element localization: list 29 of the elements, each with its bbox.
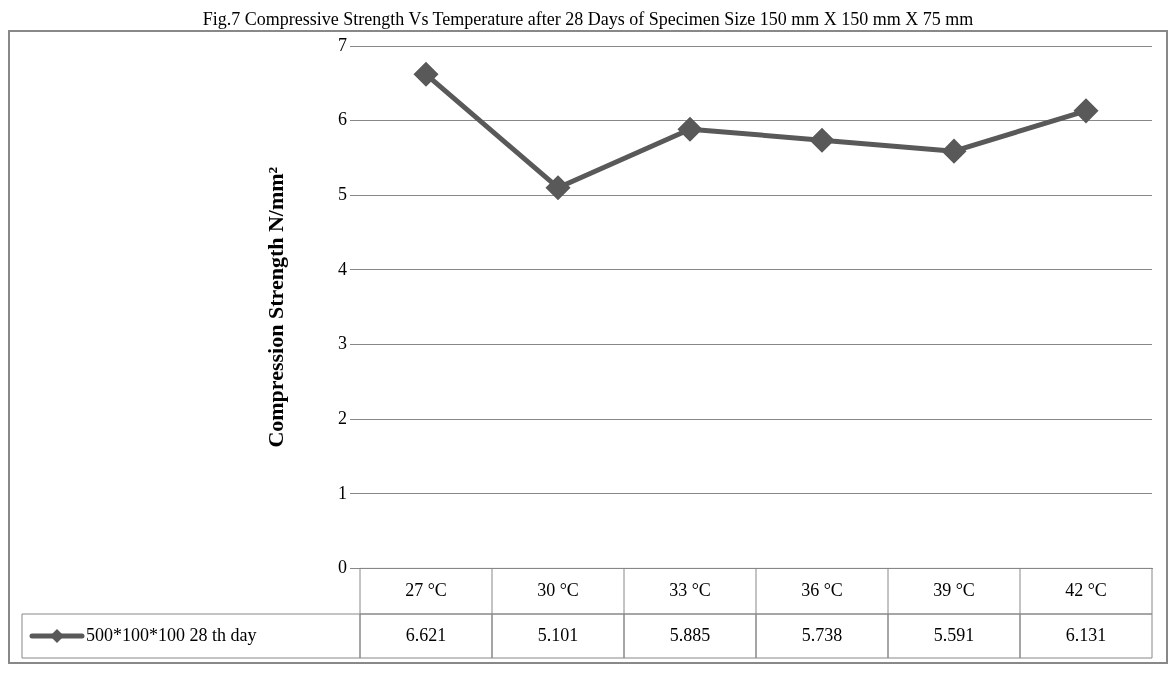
y-tick-label: 6 xyxy=(338,109,347,130)
y-axis-title: Compression Strength N/mm² xyxy=(262,166,288,448)
x-tick-label: 33 °C xyxy=(669,579,711,600)
data-label: 6.131 xyxy=(1065,624,1107,645)
point xyxy=(942,139,966,163)
x-tick-label: 36 °C xyxy=(801,579,843,600)
y-tick-label: 4 xyxy=(338,258,347,279)
y-tick-label: 2 xyxy=(338,407,347,428)
point xyxy=(678,117,702,141)
data-label: 5.738 xyxy=(801,624,843,645)
y-tick-label: 3 xyxy=(338,333,347,354)
y-tick-label: 5 xyxy=(338,183,347,204)
data-label: 5.885 xyxy=(669,624,711,645)
x-tick-label: 39 °C xyxy=(933,579,975,600)
x-tick-label: 30 °C xyxy=(537,579,579,600)
point xyxy=(1074,99,1098,123)
x-tick-label: 27 °C xyxy=(405,579,447,600)
data-label: 5.591 xyxy=(933,624,975,645)
chart-title: Fig.7 Compressive Strength Vs Temperature after 28 Days of Specimen Size 150 mm X 150 mm X 75 mm xyxy=(201,8,975,30)
y-tick-label: 7 xyxy=(338,34,347,55)
data-label: 6.621 xyxy=(405,624,447,645)
y-tick-label: 1 xyxy=(338,482,347,503)
point xyxy=(414,62,438,86)
legend-label: 500*100*100 28 th day xyxy=(86,624,257,645)
point xyxy=(810,128,834,152)
data-label: 5.101 xyxy=(537,624,579,645)
x-tick-label: 42 °C xyxy=(1065,579,1107,600)
y-tick-label: 0 xyxy=(338,557,347,578)
point xyxy=(546,176,570,200)
